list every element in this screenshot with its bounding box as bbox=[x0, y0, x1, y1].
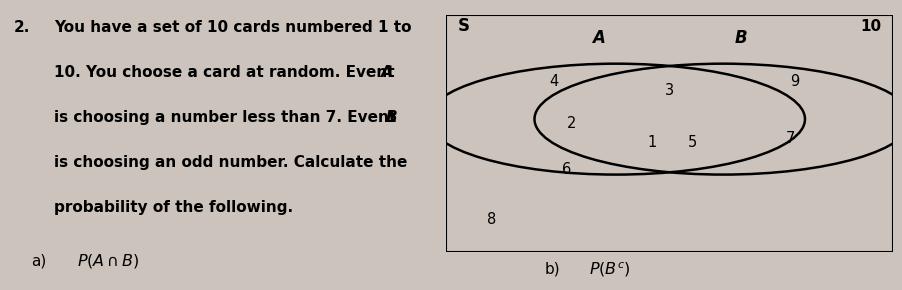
Text: 4: 4 bbox=[549, 74, 558, 88]
Text: 10: 10 bbox=[861, 19, 882, 34]
Text: 6: 6 bbox=[563, 162, 572, 177]
Text: S: S bbox=[457, 17, 470, 35]
Text: B: B bbox=[735, 29, 748, 47]
Text: a): a) bbox=[32, 253, 47, 269]
FancyBboxPatch shape bbox=[446, 14, 893, 252]
Text: 3: 3 bbox=[665, 83, 675, 98]
Text: 2: 2 bbox=[566, 116, 576, 131]
Text: $P(B^{c})$: $P(B^{c})$ bbox=[589, 260, 630, 279]
Text: B: B bbox=[386, 110, 397, 125]
Text: You have a set of 10 cards numbered 1 to: You have a set of 10 cards numbered 1 to bbox=[54, 20, 411, 35]
Text: 8: 8 bbox=[486, 211, 496, 226]
Text: 9: 9 bbox=[790, 74, 799, 88]
Text: 5: 5 bbox=[687, 135, 696, 151]
Text: A: A bbox=[381, 65, 393, 80]
Text: probability of the following.: probability of the following. bbox=[54, 200, 293, 215]
Text: A: A bbox=[592, 29, 604, 47]
Text: is choosing an odd number. Calculate the: is choosing an odd number. Calculate the bbox=[54, 155, 408, 170]
Text: 10. You choose a card at random. Event: 10. You choose a card at random. Event bbox=[54, 65, 400, 80]
Text: 2.: 2. bbox=[14, 20, 30, 35]
Text: $P(A \cap B)$: $P(A \cap B)$ bbox=[77, 252, 139, 270]
Text: 7: 7 bbox=[786, 131, 795, 146]
Text: b): b) bbox=[545, 262, 560, 277]
Text: is choosing a number less than 7. Event: is choosing a number less than 7. Event bbox=[54, 110, 401, 125]
Text: 1: 1 bbox=[648, 135, 657, 151]
